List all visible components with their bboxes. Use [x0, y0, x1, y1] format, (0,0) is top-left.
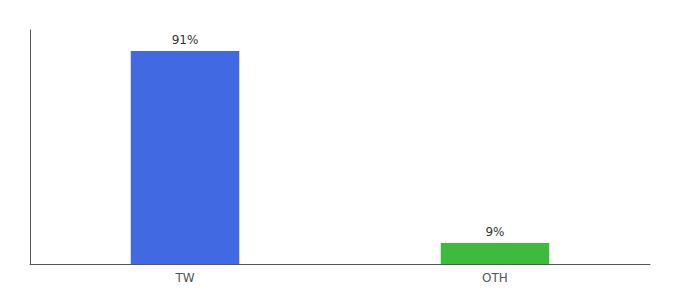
svg-text:OTH: OTH: [482, 271, 508, 285]
svg-text:91%: 91%: [172, 33, 199, 47]
svg-text:TW: TW: [174, 271, 194, 285]
svg-text:9%: 9%: [485, 225, 504, 239]
